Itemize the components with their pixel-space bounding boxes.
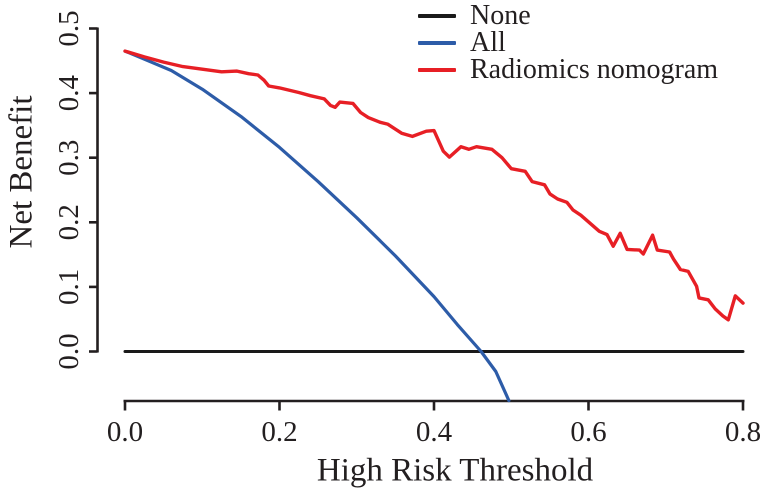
y-tick-label: 0.0 (53, 333, 85, 369)
x-tick-label: 0.0 (107, 416, 143, 448)
legend-label-all: All (470, 27, 506, 58)
y-tick-label: 0.1 (53, 269, 85, 305)
y-tick-label: 0.3 (53, 140, 85, 176)
y-tick-label: 0.2 (53, 204, 85, 240)
legend-item-none: None (418, 0, 718, 31)
series-all-line (123, 49, 511, 403)
legend-label-radiomics-nomogram: Radiomics nomogram (470, 54, 719, 85)
x-tick-label: 0.4 (416, 416, 453, 448)
x-axis-title: High Risk Threshold (316, 452, 594, 489)
x-tick-label: 0.6 (570, 416, 606, 448)
y-tick-label: 0.4 (53, 74, 85, 111)
y-tick-label: 0.5 (53, 10, 85, 46)
legend-item-all: All (418, 27, 718, 58)
legend: None All Radiomics nomogram (418, 0, 719, 85)
legend-item-radiomics-nomogram: Radiomics nomogram (418, 54, 719, 85)
legend-line-radiomics-nomogram-icon (418, 67, 456, 72)
x-tick-label: 0.8 (725, 416, 761, 448)
legend-label-none: None (470, 0, 531, 31)
y-axis-title: Net Benefit (3, 95, 40, 249)
x-tick-label: 0.2 (261, 416, 297, 448)
legend-line-all-icon (418, 40, 456, 45)
series-radiomics-nomogram-line (123, 49, 745, 322)
legend-line-none-icon (418, 13, 456, 18)
